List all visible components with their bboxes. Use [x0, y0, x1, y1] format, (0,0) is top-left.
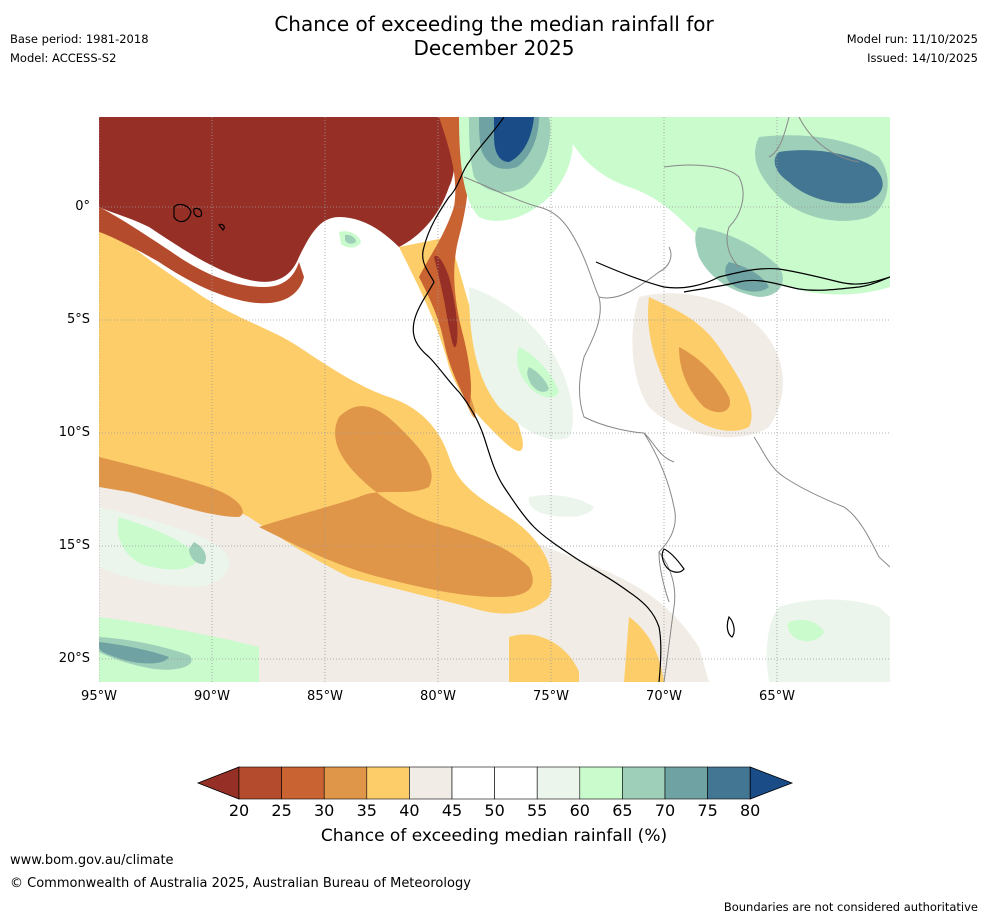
- lat-label-0: 0°: [75, 199, 90, 214]
- border-chile-argentina: [658, 551, 676, 682]
- lon-label-85w: 85°W: [307, 689, 343, 704]
- border-colombia-venezuela: [663, 164, 744, 268]
- amazon-river: [683, 276, 890, 293]
- colorbar-bin-25: [281, 766, 325, 800]
- coast-caribbean: [595, 261, 890, 289]
- zone-75-amazon: [725, 262, 769, 292]
- colorbar-tick-80: 80: [740, 801, 761, 820]
- colorbar-tick-40: 40: [399, 801, 420, 820]
- lon-label-95w: 95°W: [81, 689, 117, 704]
- map-title: Chance of exceeding the median rainfall …: [0, 12, 988, 60]
- colorbar-bin-20: [238, 766, 282, 800]
- border-colombia-peru: [463, 176, 672, 299]
- colorbar-tick-45: 45: [441, 801, 463, 820]
- title-line-1: Chance of exceeding the median rainfall …: [274, 12, 714, 36]
- zone-60-center: [528, 495, 594, 517]
- lake-poopo: [726, 615, 735, 638]
- zone-35-interior: [679, 347, 730, 413]
- colorbar-tick-35: 35: [356, 801, 377, 820]
- lat-label-5s: 5°S: [66, 312, 90, 327]
- colorbar-tick-25: 25: [271, 801, 292, 820]
- zone-80-east: [774, 150, 883, 204]
- coastline: [173, 117, 890, 682]
- country-boundaries: [463, 117, 890, 682]
- colorbar-bin-60: [579, 766, 623, 800]
- colorbar-bin-35: [366, 766, 410, 800]
- colorbar-bin-50: [494, 766, 538, 800]
- footer-url: www.bom.gov.au/climate: [10, 853, 174, 868]
- model-run-text: Model run: 11/10/2025: [846, 32, 978, 46]
- model-text: Model: ACCESS-S2: [10, 51, 117, 65]
- colorbar-tick-65: 65: [612, 801, 633, 820]
- border-peru-brazil: [579, 296, 675, 463]
- lat-label-15s: 15°S: [58, 538, 90, 553]
- zone-65-se: [787, 620, 824, 642]
- lat-label-20s: 20°S: [58, 651, 90, 666]
- colorbar-label: Chance of exceeding median rainfall (%): [320, 826, 668, 846]
- colorbar-tick-50: 50: [484, 801, 505, 820]
- rainfall-map: [99, 117, 890, 682]
- lat-label-10s: 10°S: [58, 425, 90, 440]
- galapagos-3: [218, 223, 225, 231]
- zone-40-south2: [624, 617, 664, 682]
- zone-20-coast: [434, 255, 458, 348]
- footer-disclaimer: Boundaries are not considered authoritat…: [723, 900, 978, 914]
- zone-60-se: [766, 599, 890, 682]
- lon-label-80w: 80°W: [420, 689, 456, 704]
- colorbar-arrow-low: [196, 766, 240, 800]
- zone-65-sw: [117, 517, 199, 570]
- galapagos-1: [173, 203, 192, 223]
- colorbar-tick-60: 60: [569, 801, 590, 820]
- zone-25-coast: [419, 117, 472, 407]
- colorbar-tick-20: 20: [228, 801, 250, 820]
- lon-label-70w: 70°W: [646, 689, 682, 704]
- zone-70-spot: [345, 234, 356, 244]
- colorbar-bin-65: [622, 766, 666, 800]
- graticule: [99, 117, 890, 682]
- colorbar-bin-30: [323, 766, 368, 800]
- galapagos-2: [193, 207, 203, 218]
- zone-40-west: [99, 217, 552, 614]
- map-fill-layer: [99, 117, 890, 682]
- zone-20-nw: [99, 117, 455, 282]
- colorbar: [196, 766, 794, 800]
- title-line-2: December 2025: [413, 36, 575, 60]
- colorbar-arrow-high: [749, 766, 794, 800]
- colorbar-tick-70: 70: [654, 801, 676, 820]
- colorbar-bin-70: [664, 766, 708, 800]
- lon-label-65w: 65°W: [759, 689, 795, 704]
- border-bolivia-east: [753, 436, 890, 568]
- zone-85-north: [494, 117, 534, 162]
- colorbar-tick-30: 30: [314, 801, 335, 820]
- lon-label-90w: 90°W: [194, 689, 230, 704]
- colorbar-bin-40: [409, 766, 453, 800]
- zone-35-west: [99, 457, 243, 517]
- base-period-text: Base period: 1981-2018: [10, 32, 149, 46]
- zone-25-ring: [99, 207, 304, 304]
- colorbar-bin-75: [707, 766, 751, 800]
- colorbar-tick-55: 55: [527, 801, 548, 820]
- colorbar-bin-45: [451, 766, 495, 800]
- coast-pacific: [412, 117, 662, 682]
- colorbar-svg: [196, 766, 794, 800]
- rainfall-map-svg: [99, 117, 890, 682]
- border-bolivia-west: [643, 432, 676, 603]
- issued-text: Issued: 14/10/2025: [867, 51, 978, 65]
- colorbar-bin-55: [536, 766, 581, 800]
- zone-35-band: [259, 406, 533, 597]
- lon-label-75w: 75°W: [533, 689, 569, 704]
- footer-copyright: © Commonwealth of Australia 2025, Austra…: [10, 876, 471, 891]
- zone-70-mid: [527, 367, 549, 392]
- zone-65-mid: [517, 347, 559, 398]
- zone-75-sw2: [99, 642, 169, 664]
- lake-titicaca: [661, 548, 685, 573]
- border-brazil-misc: [768, 117, 860, 163]
- colorbar-tick-75: 75: [697, 801, 718, 820]
- zone-70-sw-spot: [189, 542, 206, 565]
- zone-40-south: [509, 634, 579, 682]
